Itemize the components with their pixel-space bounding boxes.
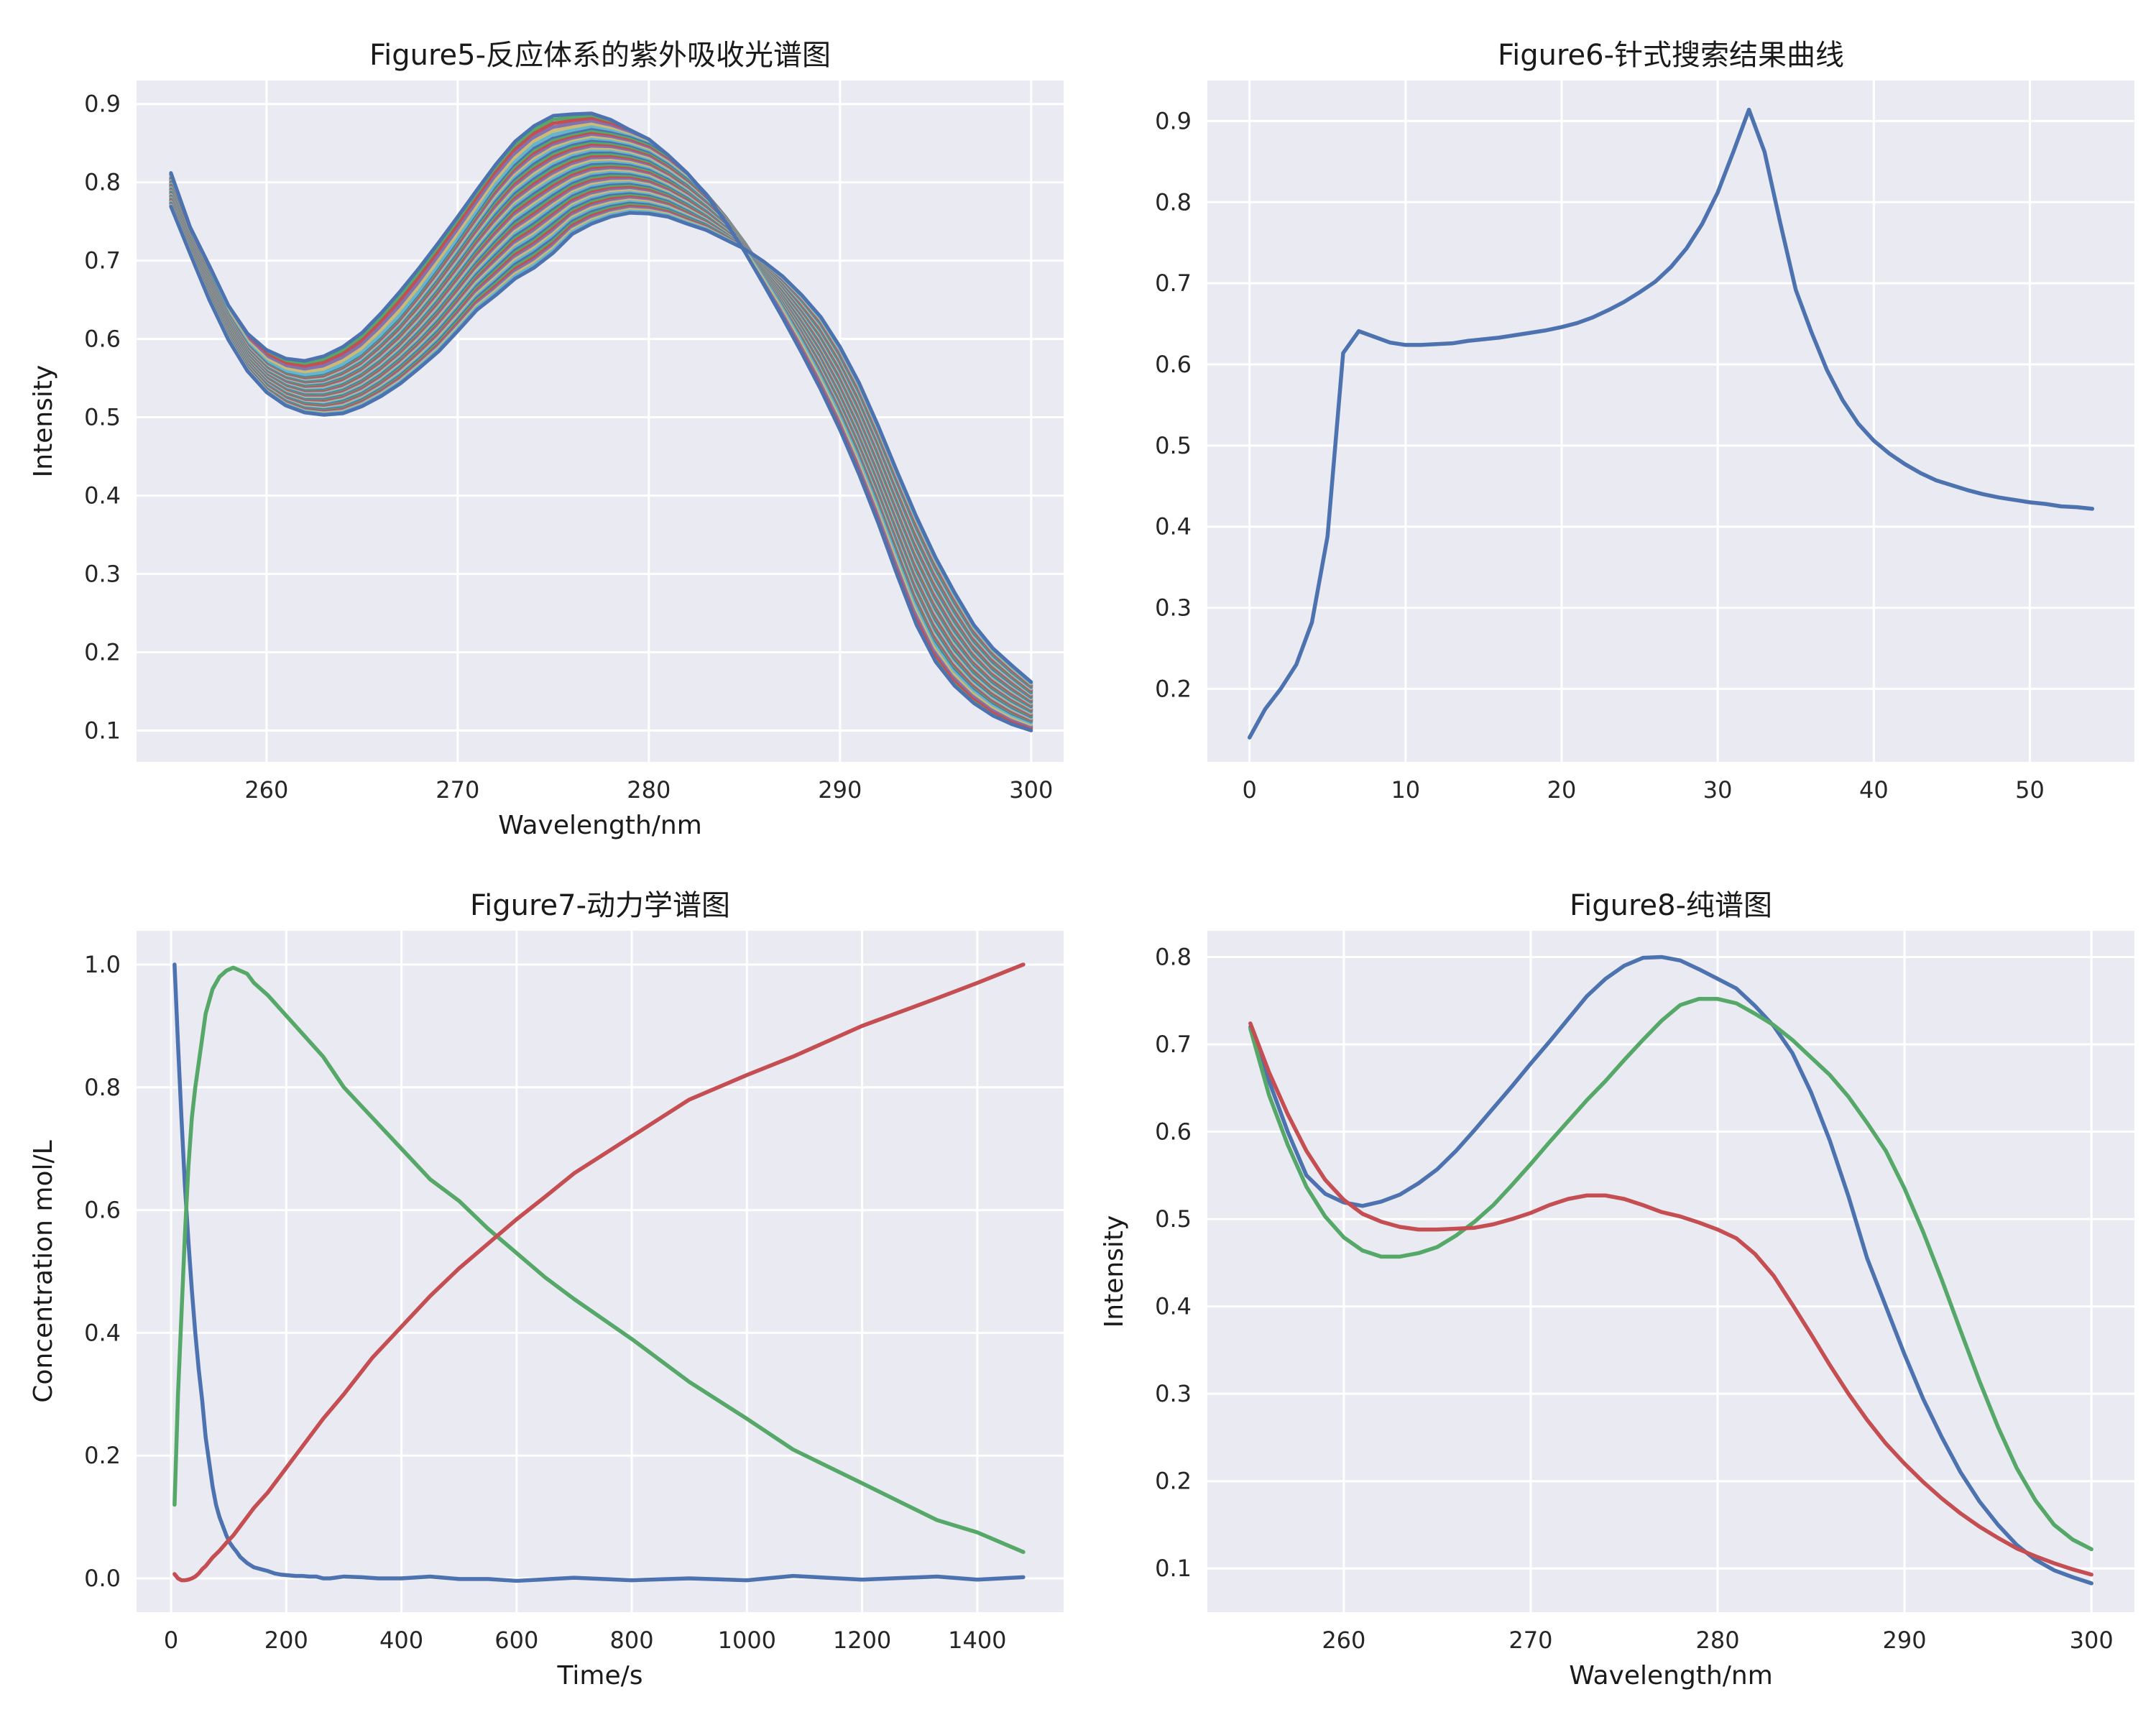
x-tick-label: 280 [1695,1627,1739,1654]
y-tick-label: 0.5 [84,404,121,431]
x-tick-label: 600 [494,1627,538,1654]
plot-area [1207,931,2134,1612]
y-tick-label: 0.2 [1155,1468,1192,1495]
y-tick-label: 0.4 [84,1319,121,1346]
y-tick-label: 0.2 [84,1442,121,1469]
chart-figure8: 260 270 280 290 300 0.1 0.2 0.3 0.4 0.5 0.6 0.7 0.8 F… [1100,889,2134,1690]
chart-title: Figure8-纯谱图 [1570,889,1772,922]
x-tick-label: 290 [818,776,862,804]
y-tick-label: 0.6 [1155,351,1192,378]
x-axis-label: Wavelength/nm [1569,1661,1773,1690]
y-tick-label: 0.3 [84,560,121,587]
y-tick-label: 0.2 [84,638,121,666]
spectrum-line [169,204,1033,684]
y-tick-label: 0.1 [84,717,121,744]
y-tick-label: 0.2 [1155,675,1192,702]
y-tick-label: 0.8 [84,169,121,196]
y-tick-label: 0.9 [84,91,121,118]
y-tick-label: 0.1 [1155,1555,1192,1582]
x-tick-label: 10 [1391,776,1420,804]
y-tick-label: 1.0 [84,951,121,978]
x-tick-label: 800 [610,1627,654,1654]
plot-area [137,931,1064,1612]
y-tick-label: 0.3 [1155,594,1192,622]
y-tick-label: 0.4 [1155,1293,1192,1320]
x-tick-label: 0 [164,1627,178,1654]
x-tick-label: 260 [244,776,288,804]
x-tick-label: 30 [1703,776,1733,804]
y-tick-label: 0.5 [1155,432,1192,459]
chart-figure7: 0 200 400 600 800 1000 1200 1400 0.0 0.2 0.4 0.6 0.8… [29,889,1064,1690]
x-tick-label: 260 [1322,1627,1365,1654]
chart-figure5: 260 270 280 290 300 0.1 0.2 0.3 0.4 0.5 0.6 0.7 0.8 0… [29,39,1064,840]
plot-area [1207,80,2134,762]
y-tick-label: 0.7 [1155,270,1192,297]
y-tick-label: 0.4 [1155,513,1192,540]
y-axis-label: Intensity [1100,1215,1129,1328]
y-tick-label: 0.6 [1155,1118,1192,1146]
series-line-2 [172,965,1026,1555]
series-group [172,962,1026,1583]
chart-title: Figure6-针式搜索结果曲线 [1498,39,1844,72]
y-tick-label: 0.9 [1155,107,1192,134]
x-tick-label: 50 [2015,776,2045,804]
x-tick-label: 1400 [948,1627,1006,1654]
y-axis-label: Intensity [29,365,58,478]
x-tick-label: 300 [1009,776,1053,804]
y-tick-label: 0.8 [1155,943,1192,970]
series-line-1 [1248,954,2093,1586]
x-tick-label: 270 [436,776,479,804]
x-tick-label: 270 [1508,1627,1552,1654]
chart-title: Figure5-反应体系的紫外吸收光谱图 [369,39,831,72]
y-tick-label: 0.8 [1155,188,1192,216]
y-tick-label: 0.7 [84,247,121,275]
x-tick-label: 200 [264,1627,308,1654]
y-tick-label: 0.7 [1155,1031,1192,1058]
x-axis-label: Wavelength/nm [498,811,702,840]
series-line-1 [172,962,1026,1583]
y-tick-label: 0.6 [84,326,121,353]
y-tick-label: 0.0 [84,1565,121,1592]
series-line-3 [172,962,1026,1583]
x-axis-label: Time/s [557,1661,643,1690]
y-axis-label: Concentration mol/L [29,1140,58,1402]
y-tick-label: 0.6 [84,1197,121,1224]
x-tick-label: 1000 [718,1627,776,1654]
chart-figure6: 0 10 20 30 40 50 0.2 0.3 0.4 0.5 0.6 0.7 0.8 0.9 Figur… [1155,39,2134,804]
x-tick-label: 300 [2070,1627,2114,1654]
spectrum-line [169,111,1033,732]
x-tick-label: 40 [1859,776,1889,804]
x-tick-label: 290 [1883,1627,1927,1654]
series-group [1248,954,2093,1586]
x-tick-label: 20 [1547,776,1577,804]
series-group [169,111,1033,732]
series-line-3 [1248,1021,2093,1577]
x-tick-label: 280 [627,776,671,804]
y-tick-label: 0.3 [1155,1380,1192,1407]
series-group [1247,107,2095,740]
x-tick-label: 0 [1242,776,1256,804]
y-tick-label: 0.5 [1155,1205,1192,1233]
series-line-2 [1248,997,2093,1552]
y-tick-label: 0.8 [84,1074,121,1101]
y-tick-label: 0.4 [84,482,121,510]
series-line-1 [1247,107,2095,740]
x-tick-label: 400 [379,1627,423,1654]
chart-title: Figure7-动力学谱图 [470,889,730,922]
x-tick-label: 1200 [833,1627,891,1654]
